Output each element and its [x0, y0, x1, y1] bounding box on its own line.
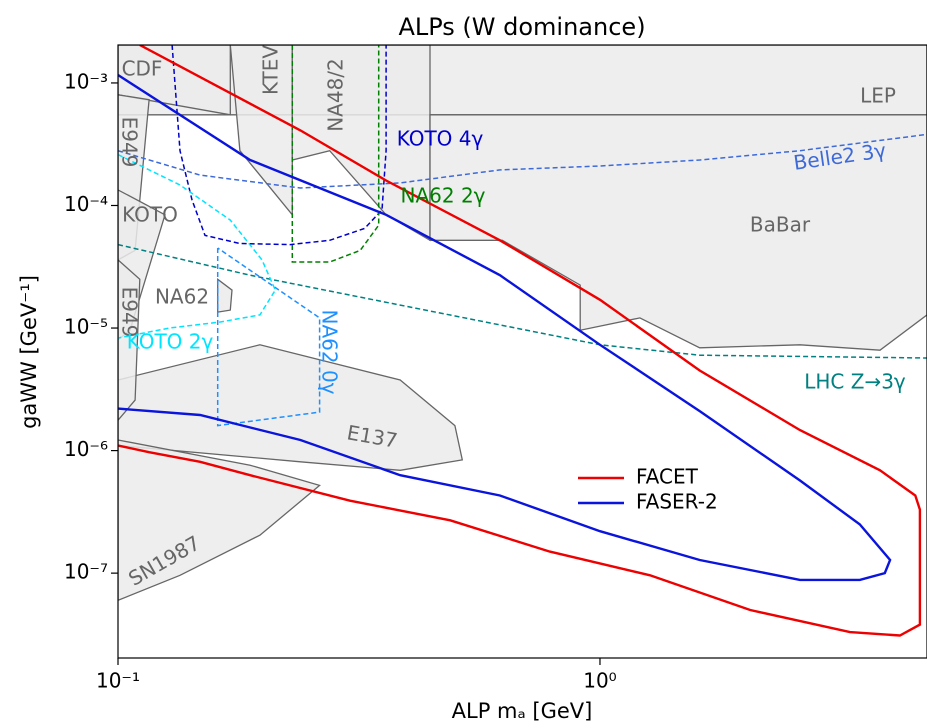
curve-label: NA62 2γ [400, 184, 485, 208]
region-label: KTEV [259, 45, 283, 95]
exclusion-region [118, 259, 141, 422]
axes: 10⁻¹ 10⁰ 10⁻⁷ 10⁻⁶ 10⁻⁵ 10⁻⁴ 10⁻³ [64, 44, 927, 693]
region-label: E949 [118, 117, 142, 168]
sensitivity-line [118, 45, 922, 637]
constraint-curve [118, 133, 927, 189]
constraint-curve [118, 153, 277, 339]
curve-label: KOTO 2γ [127, 330, 214, 354]
y-tick-label: 10⁻³ [64, 69, 108, 93]
exclusion-region [118, 344, 464, 471]
region-label: LEP [860, 84, 896, 108]
constraint-curve [171, 45, 387, 246]
chart-title: ALPs (W dominance) [398, 13, 645, 41]
y-tick-label: 10⁻⁶ [64, 437, 108, 461]
region-label: NA48/2 [324, 58, 348, 132]
constraint-curve [118, 243, 927, 359]
region-label: KOTO [122, 203, 178, 227]
y-axis-label: gaWW [GeV⁻¹] [17, 275, 41, 429]
x-tick-label: 10⁰ [583, 669, 616, 693]
plot-frame [117, 44, 927, 659]
y-tick-label: 10⁻⁴ [64, 192, 108, 216]
region-label: NA62 [155, 285, 209, 309]
region-label: E949 [118, 287, 142, 338]
plot-area [118, 45, 927, 637]
y-tick-label: 10⁻⁷ [64, 560, 108, 584]
x-axis-label: ALP mₐ [GeV] [452, 699, 593, 723]
legend-label: FASER-2 [636, 490, 718, 514]
y-tick-label: 10⁻⁵ [64, 315, 108, 339]
region-label: BaBar [750, 213, 811, 237]
constraint-curve [291, 45, 380, 263]
curve-label: NA62 0γ [318, 309, 342, 394]
x-tick-label: 10⁻¹ [96, 669, 140, 693]
curve-label: KOTO 4γ [397, 127, 484, 151]
legend-label: FACET [636, 465, 699, 489]
sensitivity-line [118, 73, 892, 582]
exclusion-region [429, 114, 927, 351]
region-label: CDF [122, 57, 163, 81]
curve-label: LHC Z→3γ [804, 370, 906, 394]
exclusion-region [217, 277, 233, 313]
constraint-curve [216, 247, 321, 427]
